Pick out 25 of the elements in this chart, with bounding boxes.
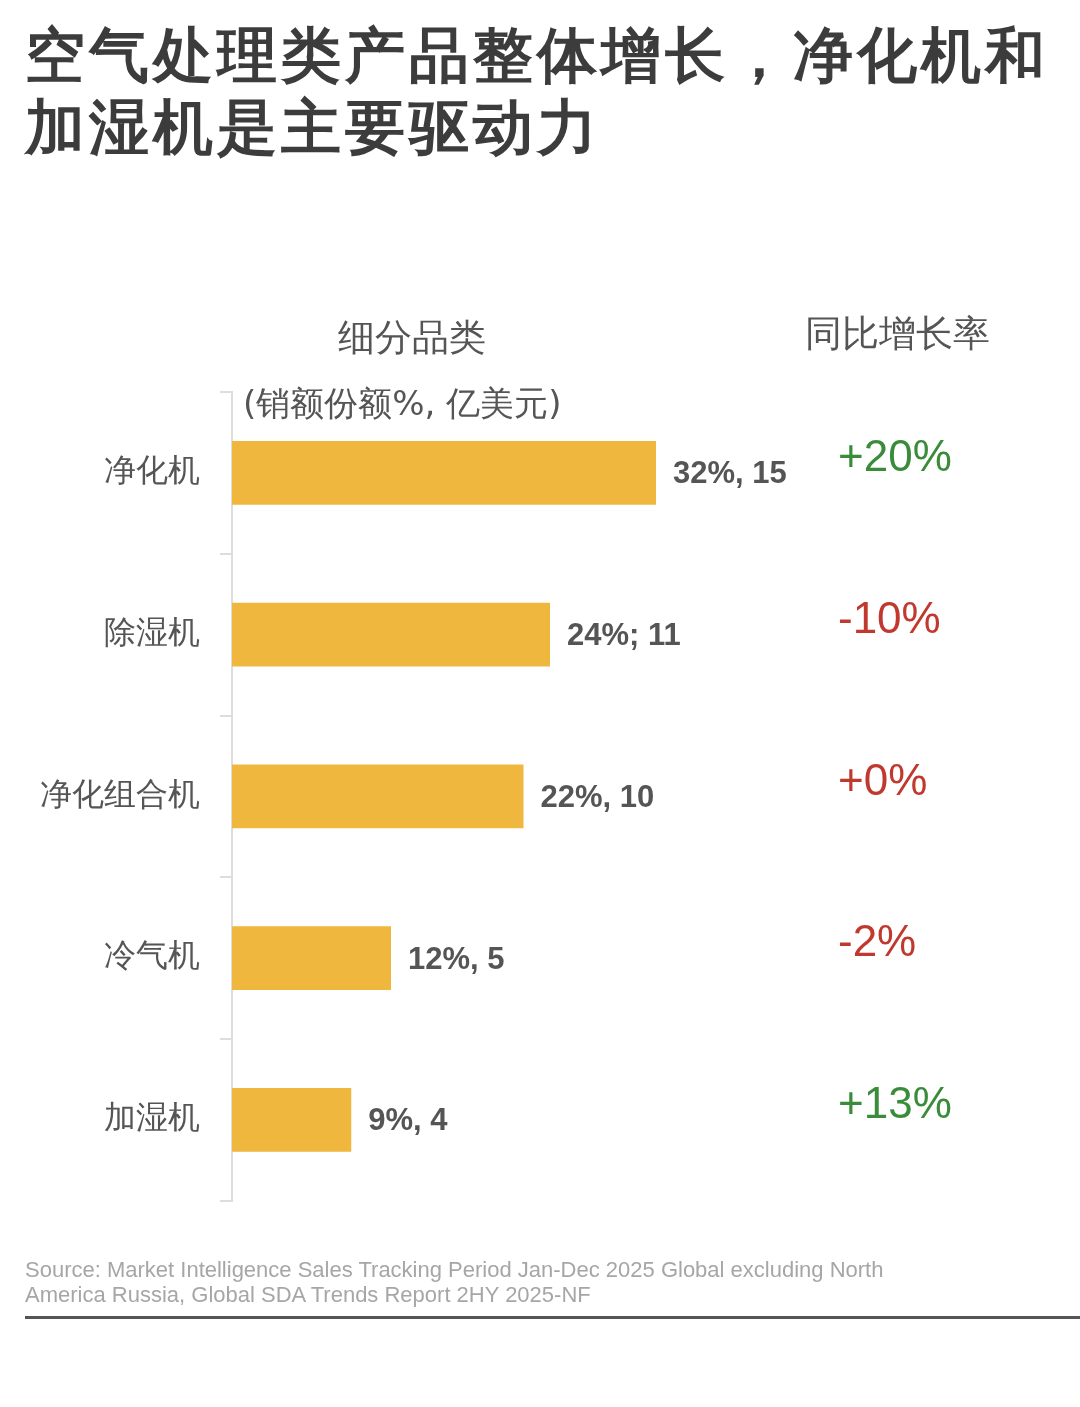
text: 同比增长率 — [804, 311, 990, 355]
text: +20% — [838, 431, 952, 481]
y-axis-title: 细分品类 — [338, 315, 486, 359]
source-note: Source: Market Intelligence Sales Tracking Period Jan-Dec 2025 Global excluding North America Russia, Global SDA Trends Report 2HY 2025-NF — [25, 1257, 885, 1307]
chart-title: 空气处理类产品整体增长，净化机和加湿机是主要驱动力 — [25, 19, 1050, 163]
bar — [232, 440, 656, 505]
data-label: 22%, 10 — [540, 778, 655, 814]
text: +13% — [838, 1078, 952, 1128]
y-tick-label: 加湿机 — [104, 1098, 200, 1137]
x-axis-title: (销额份额%, 亿美元) — [243, 382, 562, 423]
bar — [232, 1087, 352, 1152]
data-label: 32%, 15 — [673, 455, 787, 491]
data-label: 9%, 4 — [368, 1102, 449, 1138]
y-tick-label: 除湿机 — [104, 612, 200, 651]
bar — [232, 926, 391, 991]
data-label: 24%; 11 — [567, 617, 681, 653]
text: -2% — [838, 916, 917, 966]
y-tick-label: 净化机 — [104, 451, 200, 490]
y-tick-label: 冷气机 — [104, 936, 200, 975]
y-tick-label: 净化组合机 — [40, 774, 200, 813]
text: -10% — [838, 592, 941, 642]
data-label: 12%, 5 — [408, 940, 505, 976]
bar — [232, 602, 550, 667]
bar — [232, 764, 524, 829]
text: +0% — [838, 754, 928, 804]
